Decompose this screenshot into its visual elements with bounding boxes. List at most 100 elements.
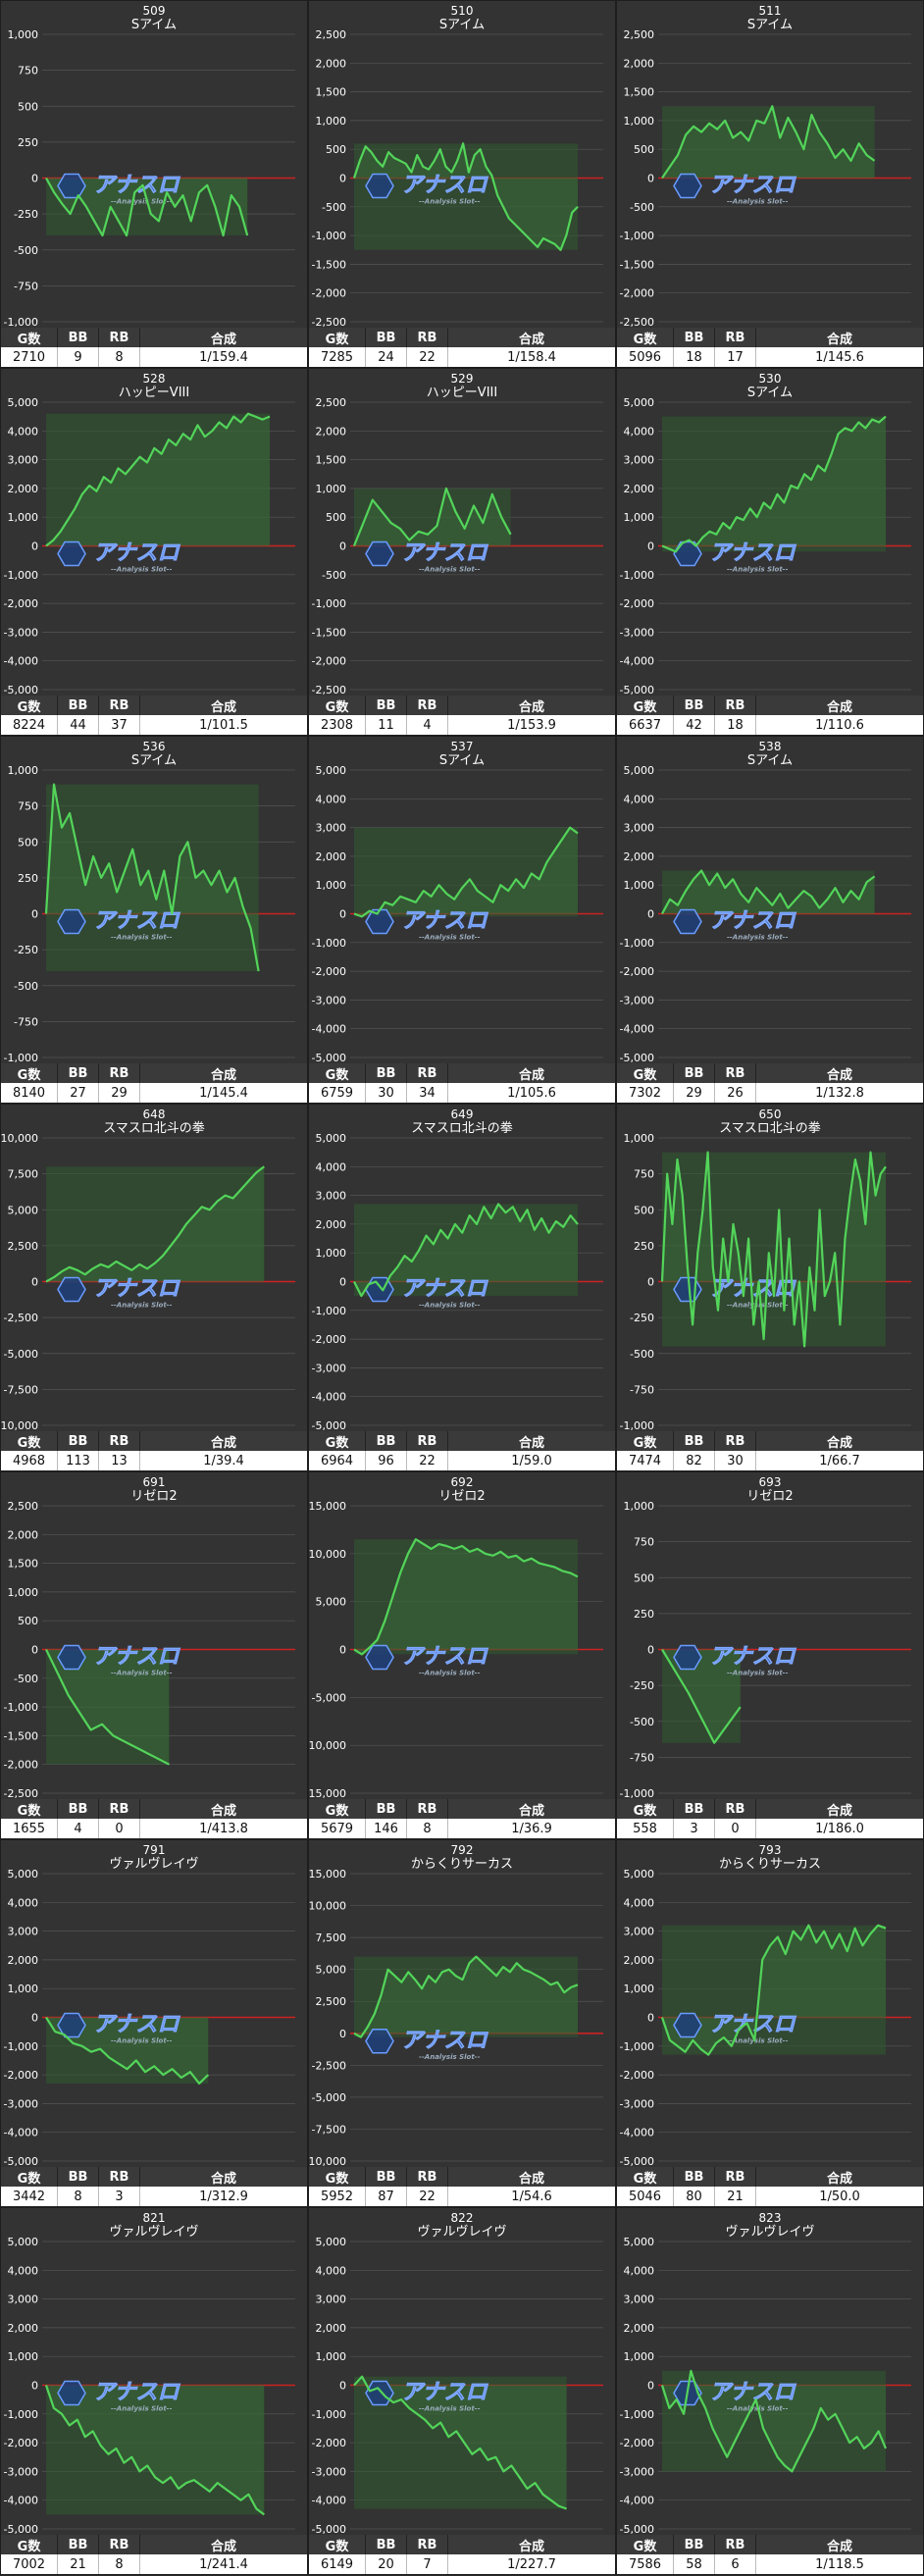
y-tick-label: -1,000 [620,2040,654,2053]
machine-panel[interactable]: 793 からくりサーカス 5,000 4,000 3,000 2,000 1,000 0 -1,… [616,1839,924,2207]
y-tick-label: 15,000 [309,1500,346,1513]
machine-panel[interactable]: 691 リゼロ2 2,500 2,000 1,500 1,000 500 0 -500 -1,00… [0,1471,308,1839]
y-tick-label: -1,000 [312,597,346,610]
y-tick-label: -3,000 [312,2465,346,2478]
series-area [354,1204,578,1297]
watermark-sub: --Analysis Slot-- [727,1670,789,1677]
rb-value: 8 [99,347,140,367]
machine-number: 822 [450,2211,474,2225]
bb-header: BB [366,2167,407,2187]
games-value: 7302 [617,1083,674,1103]
y-tick-label: -4,000 [620,2127,654,2139]
slump-line [353,1203,579,1298]
machine-panel[interactable]: 538 Sアイム 5,000 4,000 3,000 2,000 1,000 0 -1,000 -… [616,736,924,1104]
games-value: 2308 [309,715,366,735]
y-tick-label: -2,000 [620,2437,654,2449]
series-area [662,106,875,179]
combined-header: 合成 [826,699,852,715]
y-tick-label: 1,000 [624,1983,655,1995]
y-tick-label: 1,000 [624,115,655,128]
watermark-logo: アナスロ--Analysis Slot-- [673,2012,797,2045]
bb-value: 27 [58,1083,99,1103]
y-tick-label: -2,500 [620,316,654,329]
y-tick-label: -1,500 [312,626,346,639]
y-tick-label: -1,000 [4,1052,38,1064]
rb-header: RB [715,1431,756,1451]
y-tick-label: 0 [647,1276,654,1289]
machine-panel[interactable]: 536 Sアイム 1,000 750 500 250 0 -250 -500 -750 -1,000… [0,736,308,1104]
games-header: G数 [617,2167,674,2187]
y-tick-label: -250 [630,1679,654,1692]
games-header: G数 [309,1799,366,1819]
y-tick-label: -3,000 [4,2097,38,2110]
machine-panel[interactable]: 509 Sアイム 1,000 750 500 250 0 -250 -500 -750 -1,000… [0,0,308,368]
combined-value: 1/39.4 [203,1453,244,1468]
machine-panel[interactable]: 822 ヴァルヴレイヴ 5,000 4,000 3,000 2,000 1,000 0 -1,0… [308,2207,616,2575]
y-tick-label: -7,500 [312,2123,346,2136]
machine-panel[interactable]: 821 ヴァルヴレイヴ 5,000 4,000 3,000 2,000 1,000 0 -1,0… [0,2207,308,2575]
machine-panel[interactable]: 649 スマスロ北斗の拳 5,000 4,000 3,000 2,000 1,000 0 -1,… [308,1104,616,1471]
y-tick-label: -5,000 [620,2155,654,2168]
machine-name: ハッピーVIII [426,386,498,400]
y-tick-label: 2,000 [316,57,347,70]
combined-value: 1/110.6 [815,717,864,733]
games-header: G数 [1,328,58,347]
games-header: G数 [309,1431,366,1451]
slump-graph: 1,000 750 500 250 0 -250 -500 -750 -1,000 アナスロ--A… [620,1500,911,1800]
machine-name: ヴァルヴレイヴ [725,2225,815,2240]
machine-number: 692 [450,1475,474,1489]
y-tick-label: 1,000 [8,764,39,777]
bb-value: 11 [366,715,407,735]
y-tick-label: -2,500 [4,1787,38,1800]
y-tick-label: 10,000 [309,1900,346,1913]
machine-panel[interactable]: 510 Sアイム 2,500 2,000 1,500 1,000 500 0 -500 -1,00… [308,0,616,368]
combined-header: 合成 [518,332,544,347]
machine-panel[interactable]: 792 からくりサーカス 15,000 10,000 7,500 5,000 2,500 0 -… [308,1839,616,2207]
y-tick-label: -250 [14,944,38,956]
watermark-brand: アナスロ [93,2013,181,2037]
machine-panel[interactable]: 530 Sアイム 5,000 4,000 3,000 2,000 1,000 0 -1,000 -… [616,368,924,736]
machine-panel[interactable]: 537 Sアイム 5,000 4,000 3,000 2,000 1,000 0 -1,000 -… [308,736,616,1104]
range-area [662,2370,886,2472]
y-tick-label: 2,500 [8,1240,39,1253]
machine-panel[interactable]: 529 ハッピーVIII 2,500 2,000 1,500 1,000 500 0 -500 -… [308,368,616,736]
games-header: G数 [617,2535,674,2554]
watermark-logo: アナスロ--Analysis Slot-- [365,173,489,206]
machine-panel[interactable]: 823 ヴァルヴレイヴ 5,000 4,000 3,000 2,000 1,000 0 -1,0… [616,2207,924,2575]
y-tick-label: 3,000 [624,822,655,835]
range-area [46,784,259,972]
machine-panel[interactable]: 528 ハッピーVIII 5,000 4,000 3,000 2,000 1,000 0 -1,… [0,368,308,736]
rb-header: RB [715,2535,756,2554]
machine-panel[interactable]: 648 スマスロ北斗の拳 10,000 7,500 5,000 2,500 0 -2,500 -… [0,1104,308,1471]
games-value: 6149 [309,2554,366,2574]
y-tick-label: -2,000 [312,965,346,978]
bb-value: 58 [674,2554,715,2574]
machine-number: 538 [758,740,782,753]
slump-graph: 5,000 4,000 3,000 2,000 1,000 0 -1,000 -2,000 -3… [4,396,295,696]
watermark-brand: アナスロ [709,2013,797,2037]
games-header: G数 [617,1799,674,1819]
y-tick-label: -2,500 [312,2059,346,2072]
series-area [354,1956,578,2037]
y-tick-label: 0 [31,2380,38,2393]
machine-number: 529 [450,372,474,386]
machine-panel[interactable]: 511 Sアイム 2,500 2,000 1,500 1,000 500 0 -500 -1,00… [616,0,924,368]
y-tick-label: -750 [630,1751,654,1764]
watermark-logo: アナスロ--Analysis Slot-- [57,2380,181,2413]
y-tick-label: 1,500 [8,1558,39,1571]
range-area [662,106,875,179]
combined-value: 1/50.0 [819,2189,860,2204]
y-tick-label: -5,000 [4,684,38,696]
machine-number: 791 [142,1843,166,1857]
machine-panel[interactable]: 693 リゼロ2 1,000 750 500 250 0 -250 -500 -750 -1,000… [616,1471,924,1839]
games-value: 5096 [617,347,674,367]
y-tick-label: -2,000 [620,965,654,978]
y-tick-label: -5,000 [312,1419,346,1432]
y-tick-label: 2,000 [316,425,347,438]
machine-panel[interactable]: 650 スマスロ北斗の拳 1,000 750 500 250 0 -250 -500 -750 -1… [616,1104,924,1471]
machine-name: リゼロ2 [746,1489,794,1504]
watermark-sub: --Analysis Slot-- [111,2037,173,2045]
machine-name: ヴァルヴレイヴ [109,1857,199,1872]
machine-panel[interactable]: 791 ヴァルヴレイヴ 5,000 4,000 3,000 2,000 1,000 0 -1,0… [0,1839,308,2207]
